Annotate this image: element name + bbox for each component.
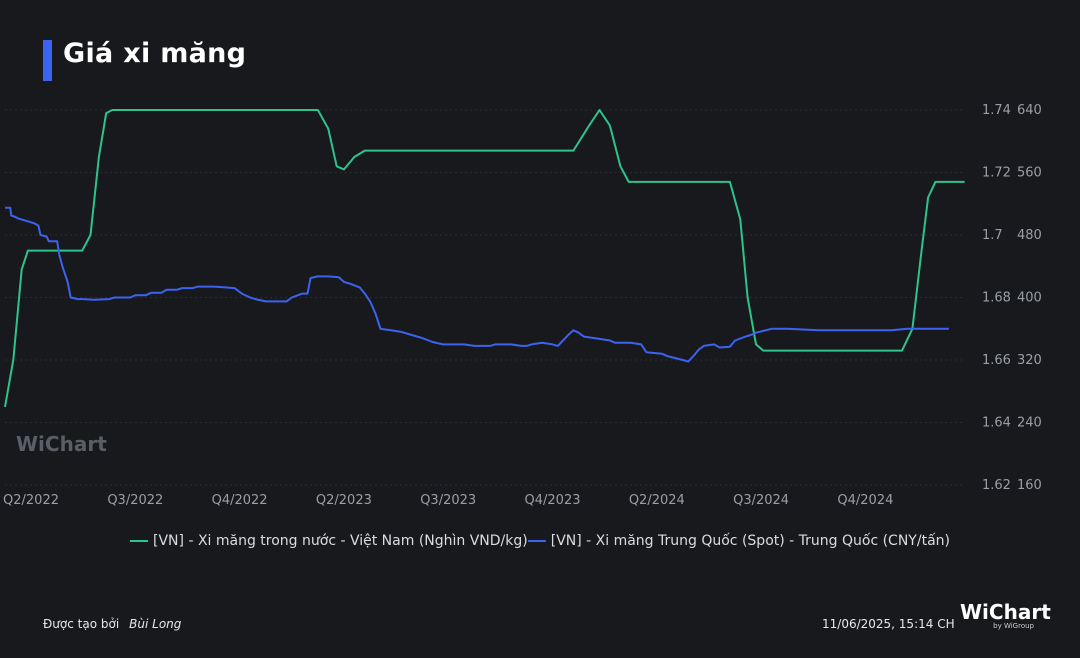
legend-item-china-cement[interactable]: [VN] - Xi măng Trung Quốc (Spot) - Trung… <box>527 533 950 549</box>
x-tick-label: Q4/2022 <box>212 493 268 508</box>
logo-subtitle: by WiGroup <box>993 622 1034 630</box>
author-name: Bùi Long <box>129 617 182 631</box>
series-line-vn-cement <box>4 109 965 408</box>
footer-timestamp: 11/06/2025, 15:14 CH <box>822 617 955 631</box>
x-tick-label: Q2/2022 <box>3 493 59 508</box>
legend-item-vn-cement[interactable]: [VN] - Xi măng trong nước - Việt Nam (Ng… <box>130 533 528 549</box>
legend-label: [VN] - Xi măng Trung Quốc (Spot) - Trung… <box>550 533 950 549</box>
y-right-tick-label: 480 <box>1017 228 1042 243</box>
created-by-label: Được tạo bởi <box>43 617 120 631</box>
x-tick-label: Q4/2024 <box>837 493 893 508</box>
legend-swatch-blue-icon <box>527 540 546 542</box>
y-left-tick-label: 1.74 <box>982 103 1011 118</box>
y-left-tick-label: 1.66 <box>982 353 1011 368</box>
legend-swatch-green-icon <box>130 540 149 542</box>
title-accent-bar <box>43 40 52 81</box>
footer-credit: Được tạo bởi Bùi Long <box>43 617 181 631</box>
x-tick-label: Q4/2023 <box>525 493 581 508</box>
x-tick-label: Q3/2023 <box>420 493 476 508</box>
wichart-watermark: WiChart <box>16 432 107 456</box>
y-left-tick-label: 1.62 <box>982 478 1011 493</box>
y-left-tick-label: 1.7 <box>982 228 1003 243</box>
y-left-tick-label: 1.68 <box>982 291 1011 306</box>
y-right-tick-label: 320 <box>1017 353 1042 368</box>
chart-title: Giá xi măng <box>63 38 247 69</box>
legend-label: [VN] - Xi măng trong nước - Việt Nam (Ng… <box>153 533 528 549</box>
y-right-tick-label: 400 <box>1017 291 1042 306</box>
y-left-tick-label: 1.72 <box>982 166 1011 181</box>
legend: [VN] - Xi măng trong nước - Việt Nam (Ng… <box>0 533 1080 549</box>
y-left-tick-label: 1.64 <box>982 416 1011 431</box>
y-right-tick-label: 560 <box>1017 166 1042 181</box>
x-tick-label: Q2/2023 <box>316 493 372 508</box>
y-right-tick-label: 160 <box>1017 478 1042 493</box>
series-line-china-cement <box>5 206 949 363</box>
logo-name: WiChart <box>960 600 1051 624</box>
x-tick-label: Q3/2022 <box>107 493 163 508</box>
wichart-logo[interactable]: WiChart by WiGroup <box>960 600 1051 630</box>
y-right-tick-label: 240 <box>1017 416 1042 431</box>
y-right-tick-label: 640 <box>1017 103 1042 118</box>
x-tick-label: Q2/2024 <box>629 493 685 508</box>
x-tick-label: Q3/2024 <box>733 493 789 508</box>
